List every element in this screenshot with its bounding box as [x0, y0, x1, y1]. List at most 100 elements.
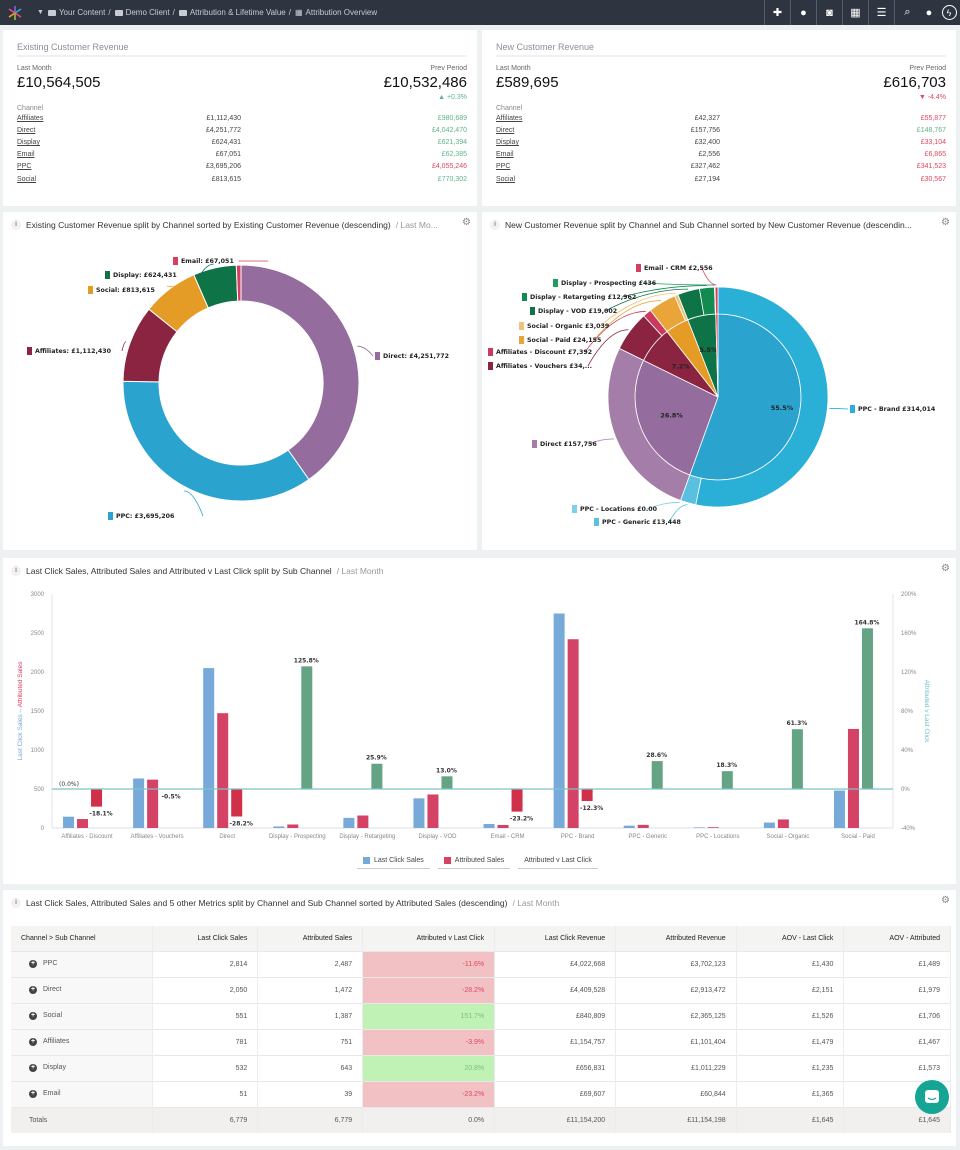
bar-attributed-sales[interactable] — [707, 827, 719, 828]
legend-last-click-sales[interactable]: Last Click Sales — [357, 857, 430, 869]
chat-launcher-button[interactable] — [915, 1080, 949, 1114]
bar-attributed-v-last-click[interactable] — [231, 789, 243, 817]
breadcrumb-attribution-overview[interactable]: ▦ Attribution Overview — [295, 8, 377, 17]
breadcrumb-attribution-ltv[interactable]: Attribution & Lifetime Value / — [178, 8, 291, 17]
bar-attributed-sales[interactable] — [287, 824, 299, 828]
channel-link[interactable]: Affiliates — [17, 114, 44, 122]
expand-plus-icon[interactable]: + — [29, 1090, 37, 1098]
bar-attributed-v-last-click[interactable] — [861, 628, 873, 789]
expand-plus-icon[interactable]: + — [29, 986, 37, 994]
channel-prev-value: £4,042,470 — [431, 126, 467, 134]
bar-attributed-v-last-click[interactable] — [511, 789, 523, 812]
channel-link[interactable]: Social — [496, 175, 516, 183]
info-icon[interactable]: i — [11, 566, 21, 576]
column-header[interactable]: Last Click Sales — [152, 926, 259, 951]
bar-attributed-sales[interactable] — [847, 728, 859, 828]
caret-down-icon[interactable]: ▼ — [37, 9, 44, 16]
gear-icon[interactable]: ⚙ — [941, 217, 950, 228]
bar-last-click-sales[interactable] — [693, 827, 705, 828]
bar-attributed-v-last-click[interactable] — [91, 789, 103, 807]
column-header[interactable]: AOV - Last Click — [736, 926, 845, 951]
bar-attributed-sales[interactable] — [567, 639, 579, 828]
channel-link[interactable]: Direct — [17, 126, 36, 134]
bar-attributed-sales[interactable] — [637, 824, 649, 828]
breadcrumb-your-content[interactable]: Your Content / — [47, 8, 111, 17]
bar-attributed-v-last-click[interactable] — [371, 763, 383, 789]
bar-attributed-v-last-click[interactable] — [651, 761, 663, 789]
channel-link[interactable]: Display — [496, 138, 519, 146]
channel-link[interactable]: Email — [496, 151, 514, 159]
bar-last-click-sales[interactable] — [623, 825, 635, 828]
search-icon[interactable]: ⌕ — [894, 0, 920, 25]
panel-title: i Last Click Sales, Attributed Sales and … — [11, 898, 559, 908]
calendar-icon[interactable]: ▦ — [842, 0, 868, 25]
info-icon[interactable]: i — [490, 220, 500, 230]
channel-link[interactable]: Email — [17, 151, 35, 159]
table-cell: -11.6% — [362, 950, 496, 977]
bar-last-click-sales[interactable] — [553, 613, 565, 829]
column-header[interactable]: Attributed Sales — [257, 926, 364, 951]
channel-link[interactable]: PPC — [17, 163, 32, 171]
column-header[interactable]: Last Click Revenue — [494, 926, 617, 951]
gear-icon[interactable]: ⚙ — [941, 895, 950, 906]
column-header[interactable]: AOV - Attributed — [843, 926, 951, 951]
info-icon[interactable]: i — [11, 898, 21, 908]
legend-attributed-v-last-click[interactable]: Attributed v Last Click — [518, 857, 598, 869]
donut-slice-ppc[interactable] — [122, 380, 310, 502]
bar-last-click-sales[interactable] — [273, 826, 285, 828]
bar-attributed-sales[interactable] — [777, 819, 789, 828]
channel-link[interactable]: Display — [17, 138, 40, 146]
bar-attributed-sales[interactable] — [357, 815, 369, 828]
donut-slice-email[interactable] — [235, 264, 242, 302]
sunburst-outer-slice[interactable] — [695, 286, 829, 508]
breadcrumb-label: Attribution & Lifetime Value — [189, 8, 286, 17]
bar-last-click-sales[interactable] — [63, 816, 75, 828]
bar-last-click-sales[interactable] — [203, 668, 215, 828]
bar-last-click-sales[interactable] — [133, 778, 145, 828]
bar-last-click-sales[interactable] — [343, 817, 355, 828]
plus-icon[interactable]: ✚ — [764, 0, 790, 25]
sunburst-outer-slice[interactable] — [714, 286, 719, 315]
bar-attributed-v-last-click[interactable] — [721, 771, 733, 789]
breadcrumb: ▼ Your Content / Demo Client / Attributi… — [37, 8, 377, 17]
user-icon[interactable]: ● — [925, 6, 933, 19]
camera-icon[interactable]: ◙ — [816, 0, 842, 25]
donut-slice-direct[interactable] — [240, 264, 360, 481]
clock-icon[interactable]: ● — [790, 0, 816, 25]
gear-icon[interactable]: ⚙ — [941, 563, 950, 574]
channel-link[interactable]: Affiliates — [496, 114, 523, 122]
bar-attributed-v-last-click[interactable] — [791, 729, 803, 789]
expand-plus-icon[interactable]: + — [29, 1012, 37, 1020]
bar-last-click-sales[interactable] — [833, 790, 845, 828]
expand-plus-icon[interactable]: + — [29, 1064, 37, 1072]
bar-attributed-v-last-click[interactable] — [301, 666, 313, 789]
bar-last-click-sales[interactable] — [413, 798, 425, 828]
column-header[interactable]: Attributed Revenue — [615, 926, 737, 951]
expand-plus-icon[interactable]: + — [29, 960, 37, 968]
breadcrumb-demo-client[interactable]: Demo Client / — [114, 8, 175, 17]
bar-attributed-sales[interactable] — [77, 819, 89, 828]
app-logo[interactable] — [5, 3, 25, 23]
bar-attributed-v-last-click[interactable] — [581, 789, 593, 801]
gear-icon[interactable]: ⚙ — [462, 217, 471, 228]
table-cell: 751 — [257, 1028, 364, 1055]
bolt-icon[interactable]: ϟ — [938, 0, 960, 25]
bar-last-click-sales[interactable] — [763, 822, 775, 828]
bar-attributed-v-last-click[interactable] — [441, 776, 453, 789]
filter-icon[interactable]: ☰ — [868, 0, 894, 25]
channel-link[interactable]: Direct — [496, 126, 515, 134]
channel-link[interactable]: PPC — [496, 163, 511, 171]
info-icon[interactable]: i — [11, 220, 21, 230]
bar-attributed-sales[interactable] — [497, 824, 509, 828]
column-header[interactable]: Attributed v Last Click — [362, 926, 496, 951]
table-row: + Direct 2,050 1,472 -28.2% £4,409,528 £2,913,… — [11, 976, 951, 1003]
column-header[interactable]: Channel > Sub Channel — [11, 926, 153, 951]
legend-attributed-sales[interactable]: Attributed Sales — [437, 857, 511, 869]
bar-attributed-sales[interactable] — [427, 794, 439, 828]
expand-plus-icon[interactable]: + — [29, 1038, 37, 1046]
bar-attributed-sales[interactable] — [217, 713, 229, 828]
bar-last-click-sales[interactable] — [483, 824, 495, 828]
channel-link[interactable]: Social — [17, 175, 37, 183]
bar-attributed-sales[interactable] — [147, 779, 159, 828]
new-revenue-sunburst-panel: i New Customer Revenue split by Channel a… — [482, 212, 956, 550]
